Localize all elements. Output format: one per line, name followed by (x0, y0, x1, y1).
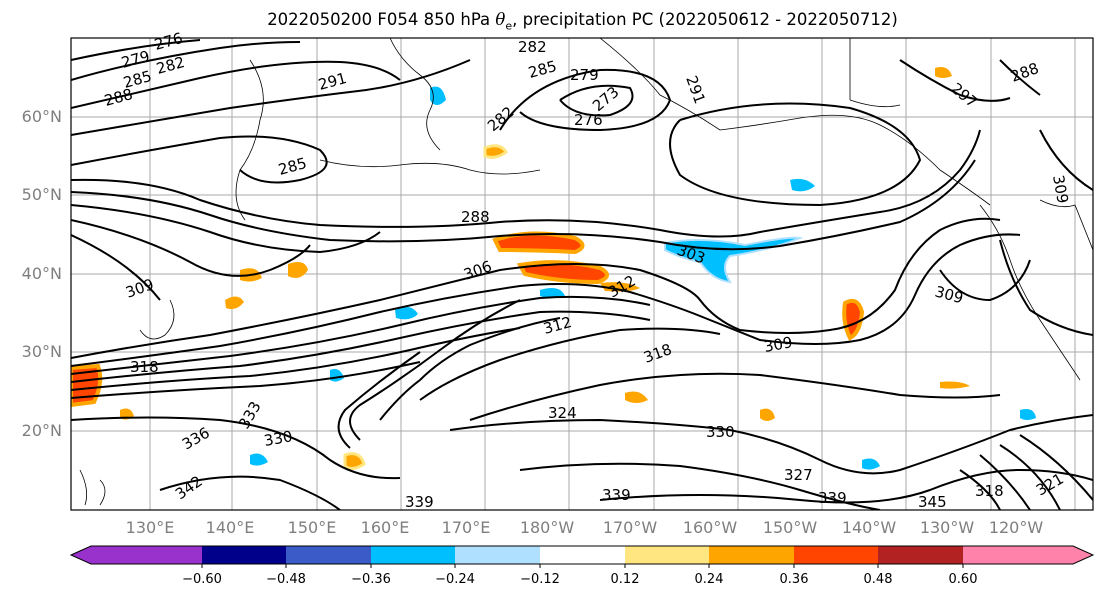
title-theta-sub: e (505, 19, 513, 33)
lat-label: 40°N (22, 264, 62, 283)
colorbar-tick-label: −0.12 (520, 572, 560, 587)
contour-label: 345 (918, 493, 947, 511)
contour-label: 339 (405, 493, 434, 511)
lon-label: 180°W (520, 518, 575, 537)
colorbar-segment (878, 546, 963, 564)
contour-label: 309 (763, 333, 794, 356)
colorbar-tick-label: −0.48 (266, 572, 306, 587)
lon-label: 140°W (842, 518, 897, 537)
colorbar-tick-label: −0.24 (435, 572, 475, 587)
contour-label: 324 (548, 404, 577, 422)
lon-label: 150°W (763, 518, 818, 537)
longitude-labels: 130°E 140°E 150°E 160°E 170°E 180°W 170°… (126, 518, 1044, 537)
coastlines (79, 38, 1093, 506)
contour-label: 288 (461, 208, 490, 226)
colorbar-segment (455, 546, 540, 564)
contour-label: 318 (975, 482, 1004, 500)
colorbar-segment (709, 546, 794, 564)
colorbar-segment (963, 546, 1093, 564)
contour-label: 282 (518, 38, 547, 56)
lon-label: 170°W (603, 518, 658, 537)
contour-label: 279 (570, 66, 599, 84)
title-theta: θ (495, 10, 506, 29)
lon-label: 160°W (683, 518, 738, 537)
latitude-labels: 60°N 50°N 40°N 30°N 20°N (22, 107, 62, 440)
colorbar-segment (371, 546, 455, 564)
lat-label: 50°N (22, 185, 62, 204)
lon-label: 150°E (288, 518, 337, 537)
contour-label: 330 (706, 423, 735, 441)
precip-shading (71, 67, 1036, 471)
contour-label: 276 (574, 111, 603, 129)
colorbar-segment (71, 546, 202, 564)
contour-label: 339 (602, 486, 631, 504)
lat-label: 20°N (22, 421, 62, 440)
lon-label: 170°E (442, 518, 491, 537)
colorbar-tick-label: −0.36 (351, 572, 391, 587)
contour-label: 339 (818, 489, 847, 507)
lat-label: 30°N (22, 342, 62, 361)
figure-title: 2022050200 F054 850 hPa θe, precipitatio… (0, 10, 1105, 32)
colorbar-segment (286, 546, 371, 564)
colorbar-tick-label: 0.36 (780, 572, 809, 587)
lat-label: 60°N (22, 107, 62, 126)
colorbar-tick-label: −0.60 (182, 572, 222, 587)
lon-label: 120°W (989, 518, 1044, 537)
title-run: 2022050200 F054 850 hPa (267, 10, 491, 29)
theta-e-contours (71, 39, 1093, 510)
lon-label: 130°W (920, 518, 975, 537)
colorbar-segment (202, 546, 286, 564)
contour-label: 318 (130, 358, 159, 376)
contour-label: 327 (784, 466, 813, 484)
colorbar-tick-label: 0.60 (949, 572, 978, 587)
title-rest: , precipitation PC (2022050612 - 2022050… (512, 10, 898, 29)
colorbar-segment (540, 546, 625, 564)
colorbar-tick-label: 0.12 (611, 572, 640, 587)
colorbar-outline (69, 545, 1095, 565)
lon-label: 160°E (361, 518, 410, 537)
lon-label: 140°E (206, 518, 255, 537)
colorbar-tick-label: 0.48 (864, 572, 893, 587)
contour-label: 309 (1049, 174, 1072, 205)
map-frame (70, 37, 1094, 511)
colorbar-segment (794, 546, 878, 564)
lon-label: 130°E (126, 518, 175, 537)
colorbar: −0.60 −0.48 −0.36 −0.24 −0.12 0.12 0.24 0.36 0.4… (69, 545, 1095, 587)
colorbar-tick-label: 0.24 (695, 572, 724, 587)
colorbar-segment (625, 546, 709, 564)
contour-label: 330 (263, 427, 294, 450)
